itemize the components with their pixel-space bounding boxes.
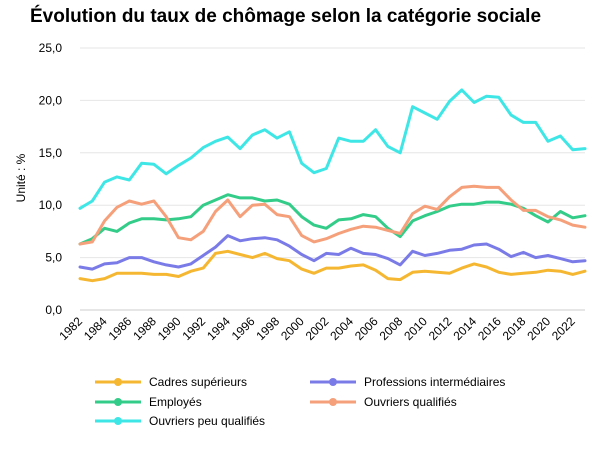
x-tick-label: 2006: [352, 314, 381, 343]
series-line: [78, 193, 587, 246]
series-line: [78, 184, 587, 246]
x-tick-label: 2012: [426, 314, 455, 343]
y-axis-label: Unité : %: [14, 153, 28, 202]
x-tick-label: 1992: [180, 314, 209, 343]
legend-label: Employés: [149, 395, 202, 409]
x-tick-label: 2014: [450, 314, 479, 343]
legend-item[interactable]: Ouvriers peu qualifiés: [95, 414, 265, 428]
y-tick-label: 15,0: [39, 146, 63, 160]
x-tick-label: 2008: [377, 314, 406, 343]
x-tick-label: 2020: [524, 314, 553, 343]
legend-swatch-marker: [329, 398, 337, 406]
grid-lines: [80, 47, 585, 311]
legend: Cadres supérieurs Professions intermédiai…: [95, 375, 505, 428]
legend-swatch-marker: [114, 398, 122, 406]
series-lines: [78, 88, 587, 283]
legend-swatch-marker: [114, 378, 122, 386]
x-tick-label: 2004: [327, 314, 356, 343]
series-line: [78, 88, 587, 210]
x-tick-label: 1998: [253, 314, 282, 343]
legend-swatch-marker: [329, 378, 337, 386]
legend-label: Ouvriers qualifiés: [364, 395, 457, 409]
x-axis-ticks: 1982198419861988199019921994199619982000…: [56, 314, 578, 343]
y-axis-ticks: 0,0 5,0 10,0 15,0 20,0 25,0: [39, 41, 63, 317]
legend-label: Cadres supérieurs: [149, 375, 247, 389]
x-tick-label: 1984: [81, 314, 110, 343]
legend-swatch-marker: [114, 417, 122, 425]
x-tick-label: 1986: [106, 314, 135, 343]
x-tick-label: 2022: [549, 314, 578, 343]
x-tick-label: 2016: [475, 314, 504, 343]
y-tick-label: 25,0: [39, 41, 63, 55]
legend-item[interactable]: Employés: [95, 395, 202, 409]
x-tick-label: 2002: [303, 314, 332, 343]
x-tick-label: 2010: [401, 314, 430, 343]
x-tick-label: 2018: [500, 314, 529, 343]
legend-item[interactable]: Professions intermédiaires: [310, 375, 505, 389]
x-tick-label: 1996: [229, 314, 258, 343]
x-tick-label: 1994: [204, 314, 233, 343]
legend-item[interactable]: Cadres supérieurs: [95, 375, 247, 389]
legend-item[interactable]: Ouvriers qualifiés: [310, 395, 457, 409]
legend-label: Ouvriers peu qualifiés: [149, 414, 265, 428]
chart-title: Évolution du taux de chômage selon la ca…: [30, 6, 542, 27]
x-tick-label: 2000: [278, 314, 307, 343]
y-tick-label: 5,0: [45, 251, 62, 265]
legend-label: Professions intermédiaires: [364, 375, 505, 389]
series-line: [78, 234, 587, 271]
x-tick-label: 1990: [155, 314, 184, 343]
x-tick-label: 1982: [56, 314, 85, 343]
series-line: [78, 249, 587, 283]
y-tick-label: 0,0: [45, 303, 62, 317]
y-tick-label: 10,0: [39, 198, 63, 212]
x-tick-label: 1988: [130, 314, 159, 343]
y-tick-label: 20,0: [39, 93, 63, 107]
